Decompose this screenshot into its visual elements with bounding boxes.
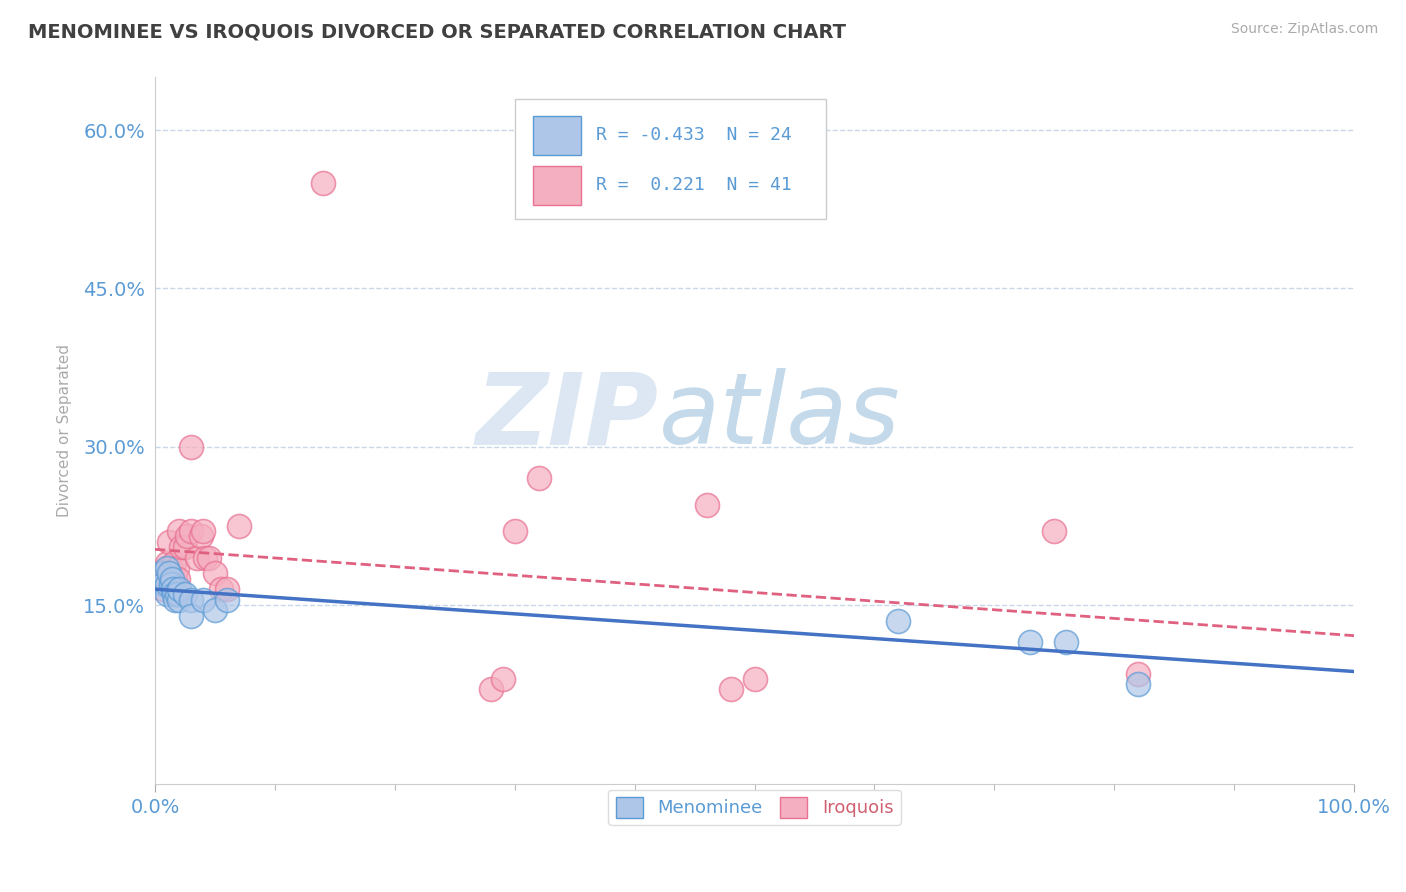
Point (180, 592, 202, 607)
Point (180, 608, 202, 623)
Point (204, 566, 226, 581)
Point (157, 577, 180, 591)
Point (167, 582, 190, 597)
Point (527, 471, 550, 485)
Point (180, 440, 202, 454)
Point (191, 592, 214, 607)
Point (156, 556, 179, 570)
Point (190, 529, 212, 543)
Point (167, 592, 190, 607)
Point (153, 572, 176, 586)
Y-axis label: Divorced or Separated: Divorced or Separated (58, 344, 72, 517)
Text: R = -0.433  N = 24: R = -0.433 N = 24 (596, 127, 792, 145)
Point (696, 498, 718, 512)
Point (1128, 666, 1150, 681)
Point (150, 572, 173, 586)
Point (162, 572, 184, 586)
Point (165, 572, 187, 586)
Point (176, 529, 198, 543)
Point (152, 577, 174, 591)
Point (194, 550, 217, 565)
Point (720, 682, 742, 697)
Point (312, 176, 335, 190)
Text: ZIP: ZIP (475, 368, 658, 466)
Point (163, 556, 186, 570)
Point (198, 550, 221, 565)
Point (157, 566, 180, 581)
Point (163, 587, 186, 601)
Point (887, 614, 910, 628)
Point (191, 524, 214, 538)
Point (503, 524, 526, 538)
Point (166, 587, 188, 601)
Point (167, 524, 190, 538)
Text: R =  0.221  N = 41: R = 0.221 N = 41 (596, 176, 792, 194)
Point (170, 540, 193, 554)
Point (157, 534, 180, 549)
Point (215, 592, 238, 607)
Text: atlas: atlas (658, 368, 900, 466)
Point (1054, 635, 1077, 649)
Point (186, 550, 208, 565)
Point (180, 524, 202, 538)
Point (1128, 677, 1150, 691)
FancyBboxPatch shape (515, 99, 827, 219)
Point (1019, 635, 1042, 649)
Point (204, 603, 226, 617)
FancyBboxPatch shape (533, 166, 581, 204)
Point (174, 540, 197, 554)
Point (166, 572, 188, 586)
Point (150, 566, 173, 581)
Point (160, 572, 183, 586)
Point (166, 561, 188, 575)
Point (150, 566, 173, 581)
Point (228, 519, 250, 533)
Text: Source: ZipAtlas.com: Source: ZipAtlas.com (1230, 22, 1378, 37)
Point (492, 672, 515, 686)
Point (744, 672, 766, 686)
Point (162, 582, 184, 597)
Point (156, 587, 179, 601)
Point (209, 582, 232, 597)
Point (159, 577, 181, 591)
Point (156, 577, 179, 591)
Text: MENOMINEE VS IROQUOIS DIVORCED OR SEPARATED CORRELATION CHART: MENOMINEE VS IROQUOIS DIVORCED OR SEPARA… (28, 22, 846, 41)
Point (152, 582, 174, 597)
Point (156, 561, 179, 575)
Point (160, 572, 183, 586)
Legend: Menominee, Iroquois: Menominee, Iroquois (609, 789, 901, 825)
Point (174, 587, 197, 601)
Point (157, 572, 180, 586)
Point (1043, 524, 1066, 538)
Point (155, 561, 177, 575)
Point (215, 582, 238, 597)
Point (165, 592, 187, 607)
FancyBboxPatch shape (533, 116, 581, 155)
Point (479, 682, 502, 697)
Point (159, 561, 181, 575)
